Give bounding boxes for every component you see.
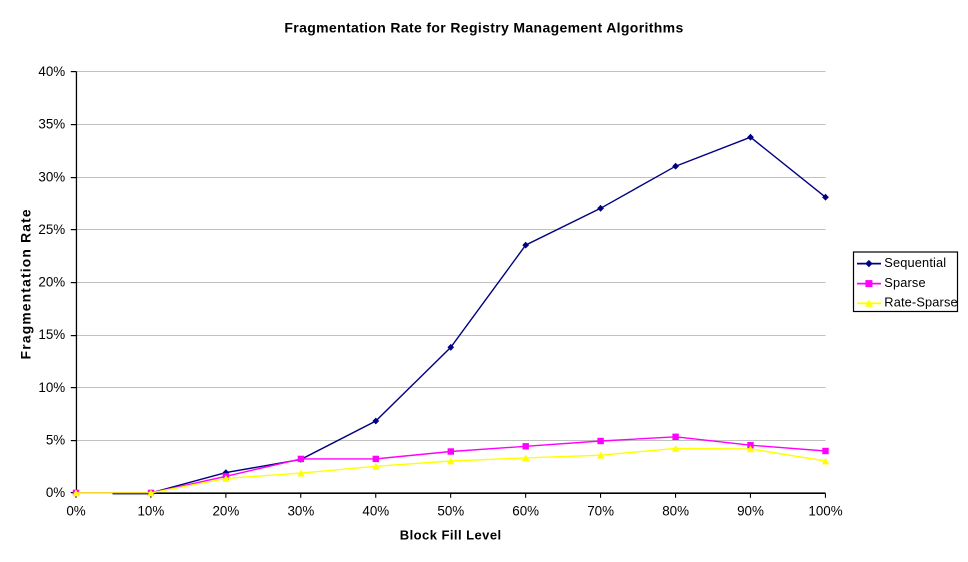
svg-text:10%: 10% (38, 380, 65, 395)
svg-text:50%: 50% (437, 503, 464, 518)
svg-text:Fragmentation Rate: Fragmentation Rate (19, 208, 34, 359)
svg-text:15%: 15% (38, 327, 65, 342)
svg-text:20%: 20% (212, 503, 239, 518)
svg-text:80%: 80% (662, 503, 689, 518)
svg-text:35%: 35% (38, 117, 65, 132)
svg-text:60%: 60% (512, 503, 539, 518)
svg-text:90%: 90% (737, 503, 764, 518)
svg-text:10%: 10% (137, 503, 164, 518)
svg-text:5%: 5% (46, 433, 65, 448)
svg-text:30%: 30% (38, 169, 65, 184)
svg-text:Rate-Sparse: Rate-Sparse (884, 295, 958, 310)
svg-text:40%: 40% (38, 64, 65, 79)
svg-text:30%: 30% (287, 503, 314, 518)
svg-text:Sequential: Sequential (884, 255, 946, 270)
svg-text:Fragmentation Rate for Registr: Fragmentation Rate for Registry Manageme… (284, 20, 683, 36)
svg-text:70%: 70% (587, 503, 614, 518)
svg-text:0%: 0% (46, 485, 65, 500)
svg-text:Sparse: Sparse (884, 275, 925, 290)
svg-text:40%: 40% (362, 503, 389, 518)
svg-text:Block Fill Level: Block Fill Level (400, 527, 502, 542)
svg-text:25%: 25% (38, 222, 65, 237)
svg-text:20%: 20% (38, 275, 65, 290)
svg-text:0%: 0% (66, 503, 85, 518)
svg-text:100%: 100% (808, 503, 842, 518)
